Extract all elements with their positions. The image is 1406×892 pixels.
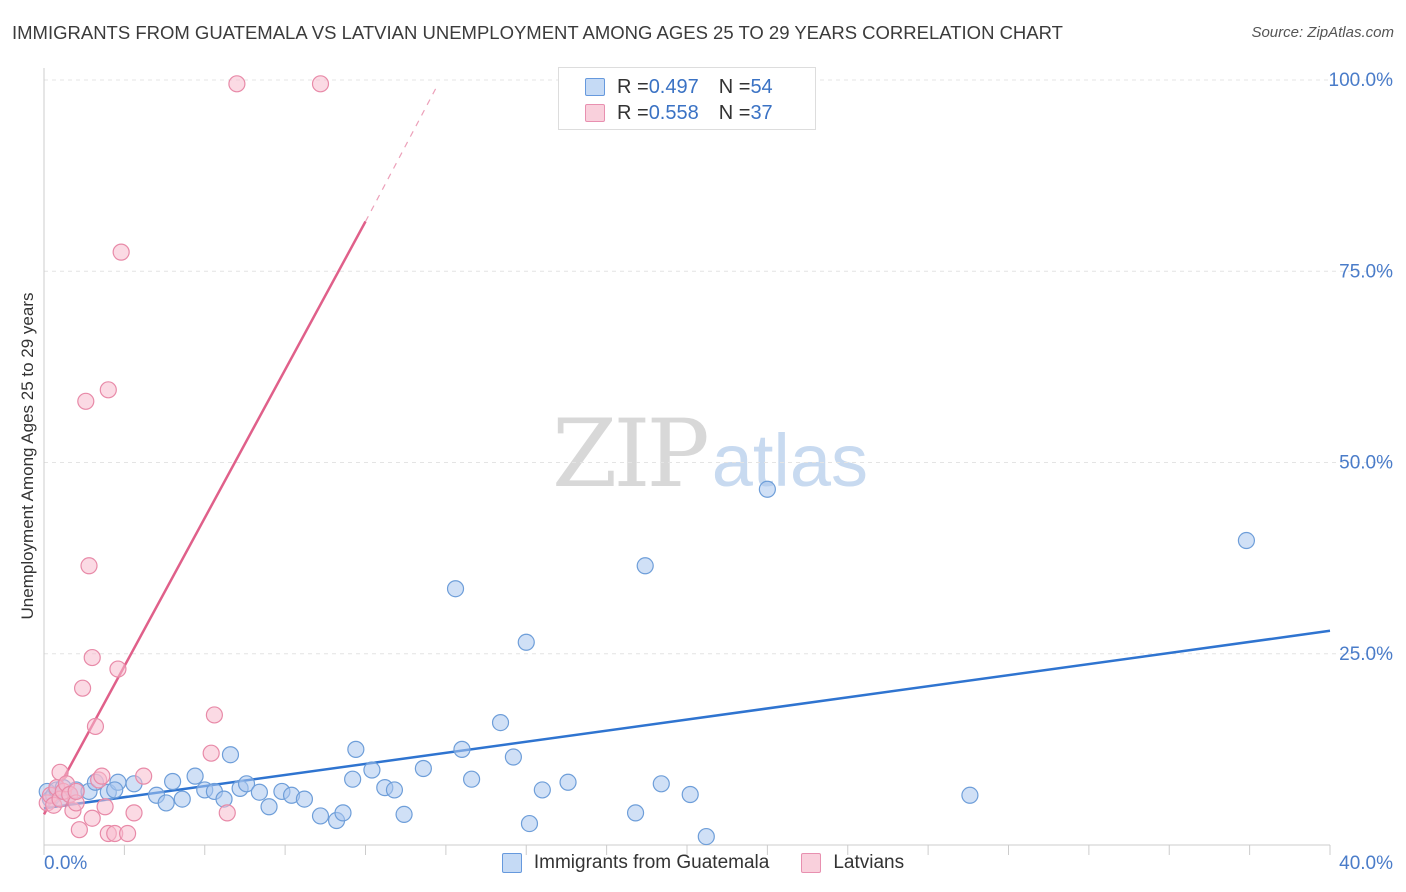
point-guatemala bbox=[334, 804, 352, 822]
point-guatemala bbox=[311, 807, 330, 825]
point-guatemala bbox=[344, 770, 362, 788]
point-guatemala bbox=[250, 783, 269, 801]
n-label: N = bbox=[718, 101, 751, 124]
point-guatemala bbox=[504, 748, 522, 766]
bottom-legend: Immigrants from Guatemala Latvians bbox=[0, 852, 1406, 874]
point-guatemala bbox=[173, 790, 191, 808]
legend-swatch-blue bbox=[501, 853, 522, 873]
legend-label-latvians: Latvians bbox=[833, 852, 905, 873]
y-tick-label: 25.0% bbox=[1339, 644, 1393, 665]
point-latvians bbox=[93, 767, 111, 785]
point-guatemala bbox=[385, 781, 404, 799]
y-axis-label: Unemployment Among Ages 25 to 29 years bbox=[18, 292, 37, 620]
point-latvians bbox=[99, 381, 117, 399]
n-value: 54 bbox=[750, 75, 773, 98]
point-latvians bbox=[86, 717, 105, 736]
point-latvians bbox=[83, 648, 101, 667]
legend-item-latvians[interactable]: Latvians bbox=[801, 852, 904, 874]
r-value: 0.497 bbox=[648, 75, 699, 98]
legend-swatch-pink bbox=[801, 853, 822, 873]
point-guatemala bbox=[106, 781, 124, 799]
point-guatemala bbox=[260, 798, 278, 816]
point-guatemala bbox=[237, 775, 256, 793]
point-latvians bbox=[77, 392, 95, 410]
axes bbox=[43, 68, 1331, 855]
grid-lines bbox=[44, 79, 1395, 655]
point-guatemala bbox=[491, 713, 510, 732]
chart-title: IMMIGRANTS FROM GUATEMALA VS LATVIAN UNE… bbox=[12, 22, 1063, 43]
point-guatemala bbox=[652, 775, 670, 793]
point-guatemala bbox=[697, 827, 715, 846]
r-value: 0.558 bbox=[648, 101, 699, 124]
point-guatemala bbox=[164, 772, 182, 791]
point-latvians bbox=[83, 809, 101, 827]
r-label: R = bbox=[617, 101, 649, 124]
point-latvians bbox=[135, 767, 153, 785]
legend-swatch-blue bbox=[585, 78, 605, 96]
y-tick-label: 75.0% bbox=[1339, 261, 1393, 282]
point-guatemala bbox=[559, 773, 577, 791]
point-guatemala bbox=[395, 805, 413, 824]
point-guatemala bbox=[347, 740, 365, 758]
point-guatemala bbox=[186, 767, 204, 785]
point-latvians bbox=[205, 706, 223, 724]
point-guatemala bbox=[363, 761, 381, 779]
point-latvians bbox=[109, 660, 127, 678]
y-tick-label: 100.0% bbox=[1329, 70, 1394, 91]
source-label: Source: ZipAtlas.com bbox=[1251, 24, 1394, 41]
point-latvians bbox=[218, 804, 236, 822]
point-latvians bbox=[80, 557, 98, 575]
point-guatemala bbox=[414, 759, 432, 778]
point-guatemala bbox=[221, 746, 240, 764]
stats-row-latvians: R = 0.558 N = 37 bbox=[585, 100, 773, 126]
n-label: N = bbox=[718, 75, 751, 98]
point-guatemala bbox=[533, 781, 551, 799]
point-latvians bbox=[202, 744, 220, 762]
stats-legend: R = 0.497 N = 54 R = 0.558 N = 37 bbox=[558, 67, 816, 130]
point-guatemala bbox=[520, 814, 539, 833]
point-latvians bbox=[118, 824, 137, 843]
trendline-latvians bbox=[42, 220, 367, 815]
legend-item-guatemala[interactable]: Immigrants from Guatemala bbox=[501, 852, 770, 874]
x-tick-label: 40.0% bbox=[1339, 853, 1393, 874]
tick-labels: 25.0% 50.0% 75.0% 100.0% 0.0% 40.0% bbox=[44, 70, 1393, 874]
legend-swatch-pink bbox=[585, 104, 605, 122]
point-guatemala bbox=[1237, 531, 1256, 550]
data-points bbox=[38, 75, 1256, 846]
n-value: 37 bbox=[750, 101, 773, 124]
point-guatemala bbox=[446, 580, 465, 598]
y-tick-label: 50.0% bbox=[1339, 453, 1393, 474]
point-latvians bbox=[112, 243, 130, 261]
point-latvians bbox=[67, 782, 85, 801]
trendline-guatemala bbox=[43, 629, 1331, 810]
point-guatemala bbox=[626, 804, 645, 822]
point-latvians bbox=[311, 75, 330, 93]
point-guatemala bbox=[157, 794, 175, 812]
point-latvians bbox=[73, 679, 92, 697]
point-guatemala bbox=[453, 740, 471, 758]
point-guatemala bbox=[517, 633, 535, 651]
point-latvians bbox=[125, 804, 143, 822]
point-guatemala bbox=[636, 557, 654, 575]
point-guatemala bbox=[961, 786, 979, 804]
point-latvians bbox=[228, 75, 246, 93]
stats-row-guatemala: R = 0.497 N = 54 bbox=[585, 74, 773, 100]
trendlines bbox=[42, 87, 1331, 815]
point-latvians bbox=[96, 798, 114, 816]
trendline-latvians-extension bbox=[364, 87, 437, 222]
point-guatemala bbox=[462, 770, 481, 788]
r-label: R = bbox=[617, 75, 649, 98]
point-guatemala bbox=[681, 785, 699, 804]
point-guatemala bbox=[758, 480, 776, 498]
legend-label-guatemala: Immigrants from Guatemala bbox=[533, 852, 770, 873]
point-latvians bbox=[70, 821, 88, 839]
point-guatemala bbox=[295, 790, 314, 808]
x-tick-label: 0.0% bbox=[44, 853, 87, 874]
